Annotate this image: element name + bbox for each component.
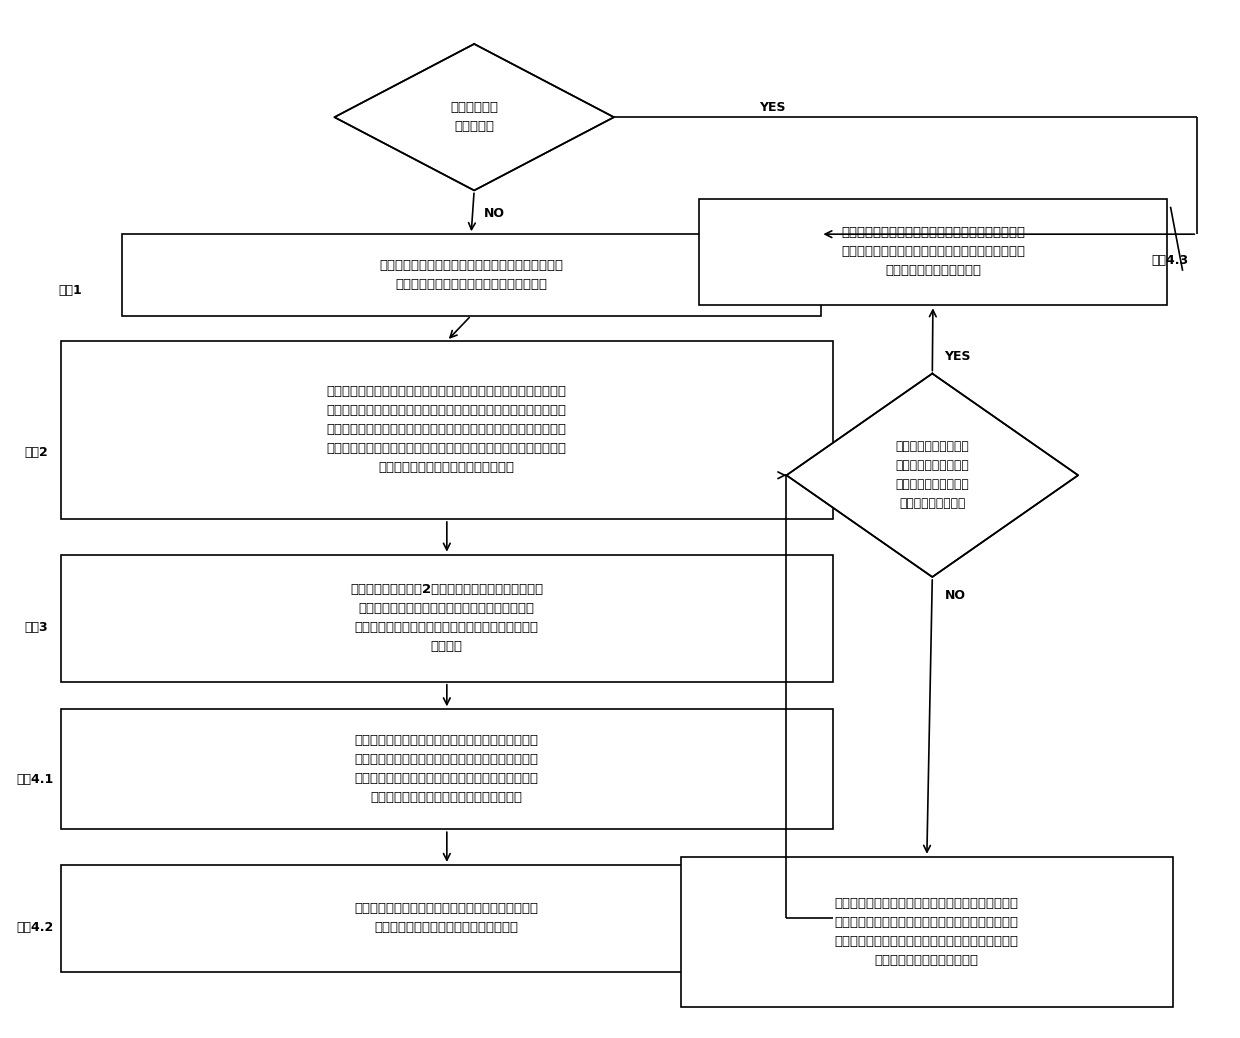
Text: YES: YES [759, 101, 785, 113]
Text: 确定所述虚拟的地质符号的绘制比例和其显现在所述
地质体的位置，并使所述虚拟的地质符号实体化而真
实的显现在所述地质图件上: 确定所述虚拟的地质符号的绘制比例和其显现在所述 地质体的位置，并使所述虚拟的地质… [841, 226, 1025, 277]
Polygon shape [786, 374, 1078, 577]
Text: 所述地质体在所述地质
图件上的占地面积是否
满足所述虚拟的地质符
号的尺寸的最小限定: 所述地质体在所述地质 图件上的占地面积是否 满足所述虚拟的地质符 号的尺寸的最小… [895, 440, 970, 511]
Text: 步骤4.1: 步骤4.1 [16, 773, 53, 786]
Bar [681, 856, 1173, 1007]
Text: 地质符号模型
是否被构建: 地质符号模型 是否被构建 [450, 101, 498, 133]
Text: 根据所述区域地质图图例的编码原则和编码方法对所
述综合表示符号进行转换，使所述地质体组合符号转
换成地质符号，然后虚拟输出所述地质符号使所述虚
拟的地质符号模拟: 根据所述区域地质图图例的编码原则和编码方法对所 述综合表示符号进行转换，使所述地… [355, 734, 539, 804]
Text: YES: YES [945, 350, 971, 362]
Bar [61, 865, 833, 972]
Text: 从地质体属性项数据中提取若干属性项，用属性符号
来表示每一属性项，从而构建地质符号模型: 从地质体属性项数据中提取若干属性项，用属性符号 来表示每一属性项，从而构建地质符… [379, 258, 563, 291]
Text: 步骤2: 步骤2 [25, 446, 48, 460]
Text: 通过计算机在所述地质体周边寻找合适位置来显现所
述虚拟的地质符号的最小限定尺寸，并加引线使其与
该地质体关联，然后使所述虚拟的地质符号实体化而
真实的显现在所述: 通过计算机在所述地质体周边寻找合适位置来显现所 述虚拟的地质符号的最小限定尺寸，… [835, 897, 1019, 967]
Text: NO: NO [945, 589, 966, 602]
Bar [699, 198, 1167, 305]
Text: NO: NO [484, 208, 505, 220]
Bar [122, 235, 821, 316]
Text: 步骤4.3: 步骤4.3 [1152, 254, 1189, 267]
Text: 步骤4.2: 步骤4.2 [16, 922, 53, 934]
Text: 步骤1: 步骤1 [58, 283, 82, 297]
Bar [61, 709, 833, 829]
Bar [61, 554, 833, 682]
Polygon shape [335, 44, 614, 190]
Text: 根据国家标准或者国际标准或者自定义标准，定义地质图件上的每一
地质体所具有的若干属性项和若干所述属性项之间的空间关系，提取
所述地质符号模型中的属性符号，用对应: 根据国家标准或者国际标准或者自定义标准，定义地质图件上的每一 地质体所具有的若干… [327, 385, 567, 474]
Text: 计算出所述虚拟的地质符号的宽高比，确定所述虚拟
的地质符号的尺寸的最大限定和最小限定: 计算出所述虚拟的地质符号的宽高比，确定所述虚拟 的地质符号的尺寸的最大限定和最小… [355, 902, 539, 934]
Bar [61, 340, 833, 519]
Text: 通过计算机，使步骤2中所述的地质体组合符号中的属
性符号通过该地质体的属性代码值与区域地质图图
例中相应代码值对应的字符关联，从而组合形成综合
表示符号: 通过计算机，使步骤2中所述的地质体组合符号中的属 性符号通过该地质体的属性代码值… [350, 583, 543, 653]
Text: 步骤3: 步骤3 [25, 622, 48, 634]
